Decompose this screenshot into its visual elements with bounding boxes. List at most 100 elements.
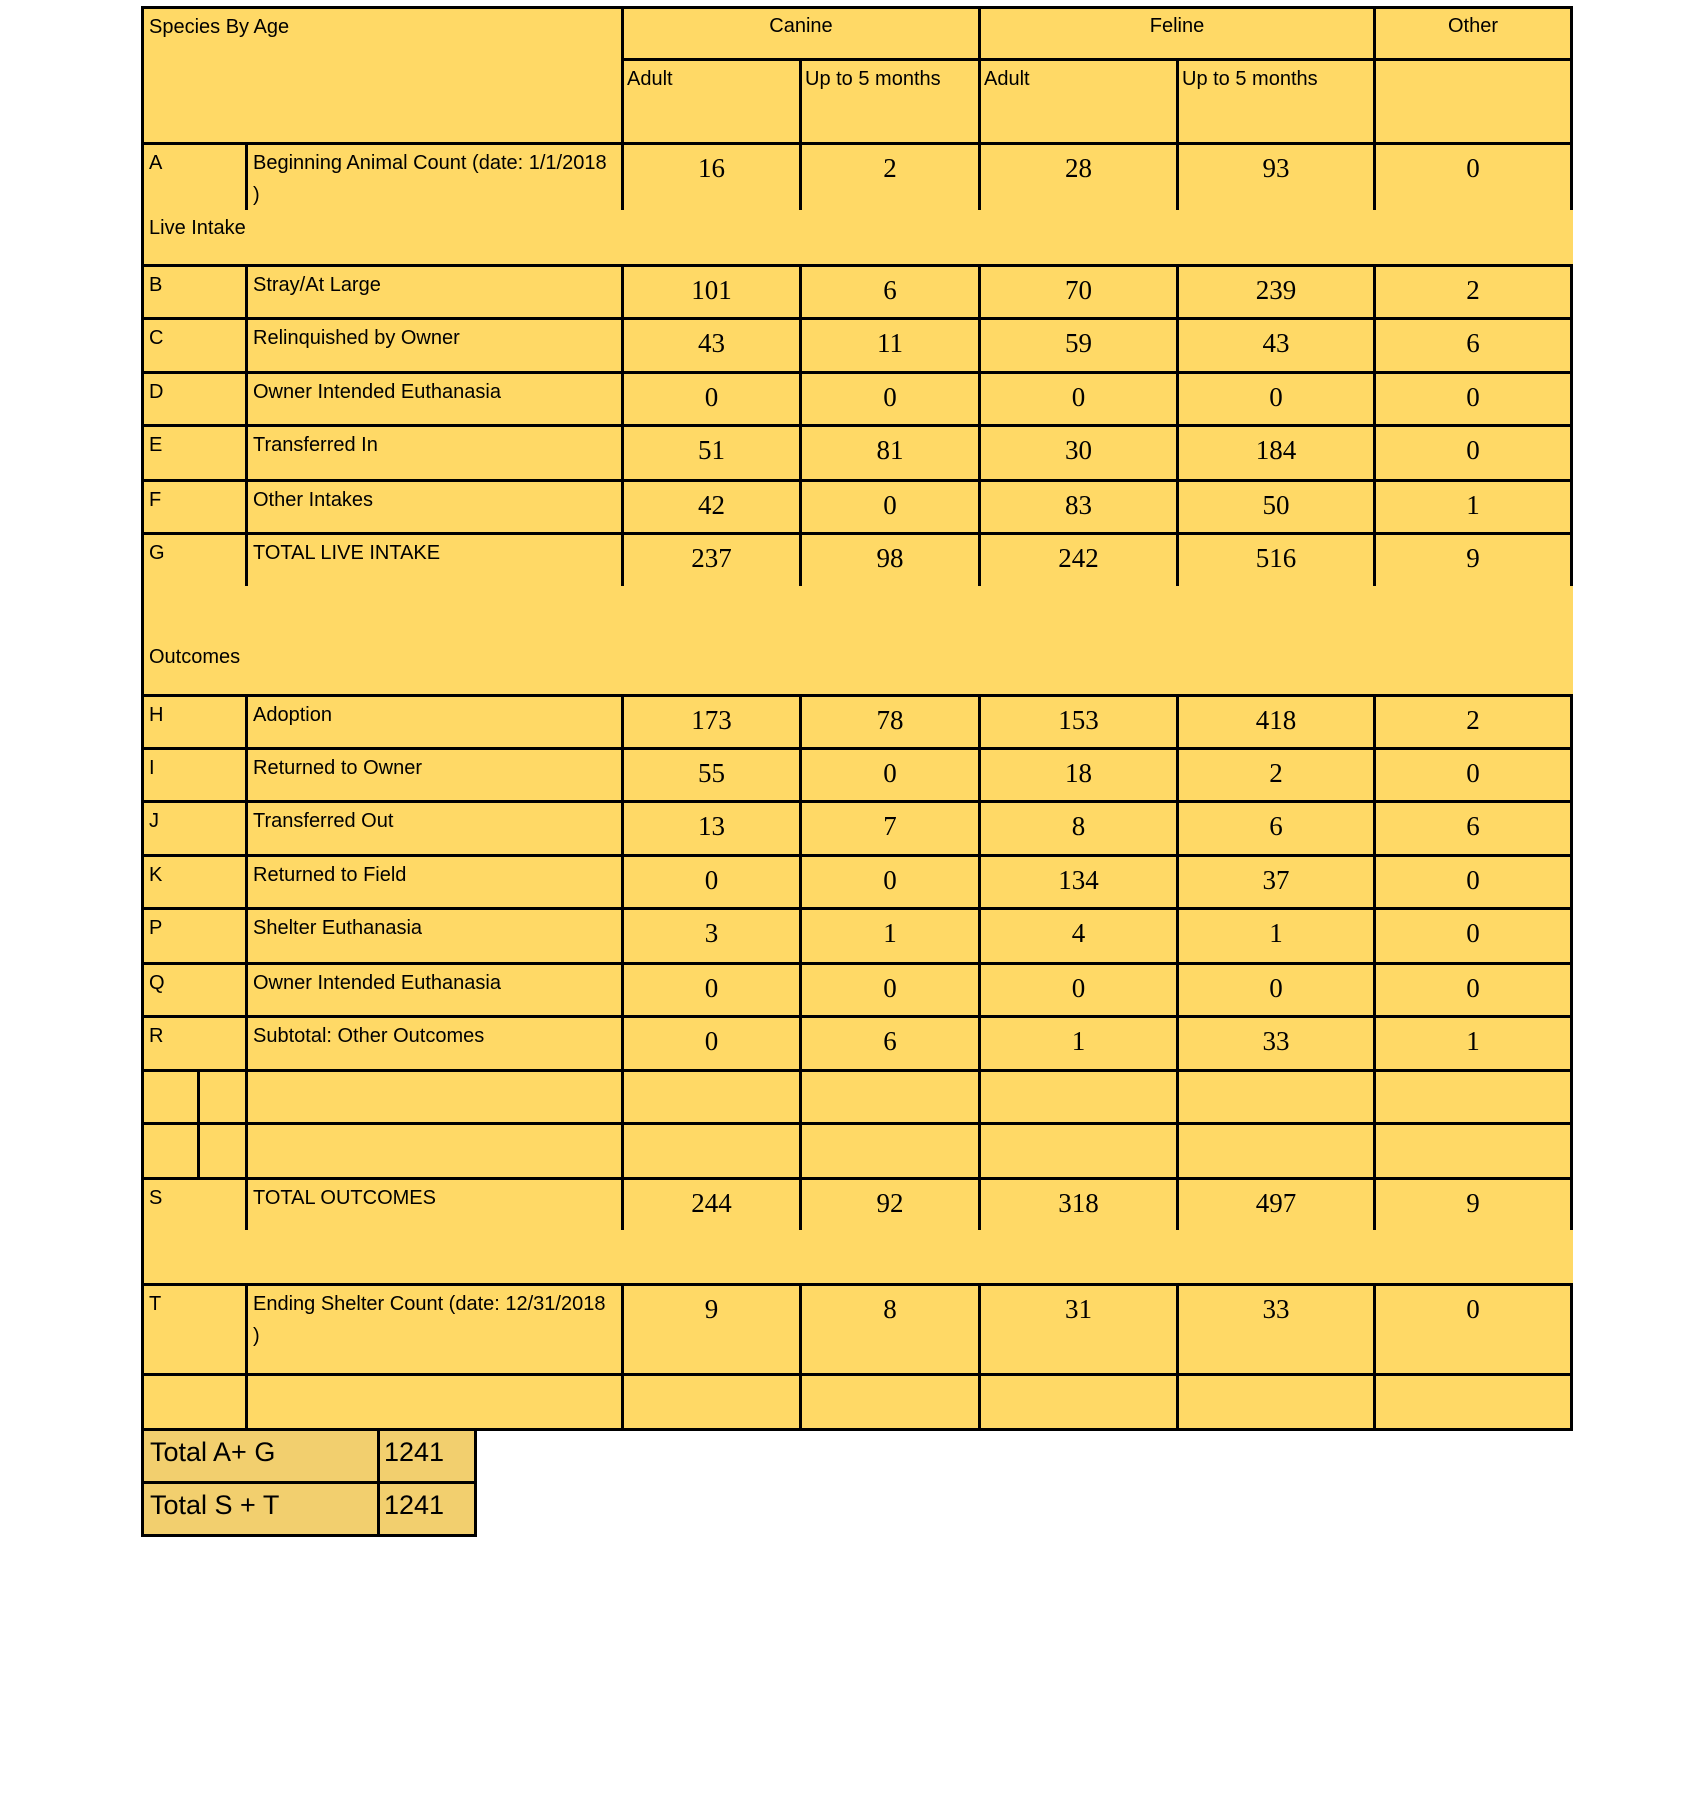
row-code-cell	[141, 1373, 248, 1431]
section-label: Live Intake	[149, 217, 246, 239]
row-code-cell: E	[141, 424, 248, 482]
value: 239	[1255, 275, 1297, 305]
value-cell: 30	[978, 424, 1179, 482]
value: 59	[1065, 328, 1092, 358]
value-cell	[1176, 1373, 1376, 1431]
value-cell	[799, 1069, 981, 1125]
value-cell: 0	[1373, 962, 1573, 1018]
value-cell: 1	[1176, 907, 1376, 965]
value-cell	[799, 1122, 981, 1180]
value: 8	[883, 1294, 897, 1324]
row-label-cell: TOTAL LIVE INTAKE	[245, 532, 624, 589]
section-row	[141, 1230, 1573, 1286]
age-label: Adult	[984, 68, 1030, 90]
value: 7	[883, 811, 897, 841]
row-code-cell: Q	[141, 962, 248, 1018]
value: 0	[1071, 382, 1086, 412]
value: 0	[1269, 973, 1283, 1003]
value-cell: 9	[1373, 1177, 1573, 1233]
value-cell: 1	[978, 1015, 1179, 1072]
row-label-cell: Stray/At Large	[245, 264, 624, 320]
row-code: F	[149, 489, 162, 511]
value: 6	[883, 1026, 897, 1056]
value: 50	[1262, 490, 1290, 520]
value: 153	[1058, 705, 1099, 735]
value-cell: 153	[978, 694, 1179, 750]
value: 1	[1466, 1026, 1480, 1056]
row-label: Returned to Owner	[253, 757, 422, 779]
value-cell: 2	[1176, 747, 1376, 803]
value-cell: 0	[1373, 747, 1573, 803]
row-code: D	[149, 381, 164, 403]
value-cell	[1176, 1069, 1376, 1125]
section-row	[141, 586, 1573, 642]
value-cell: 497	[1176, 1177, 1376, 1233]
row-code-cell: R	[141, 1015, 248, 1072]
value: 0	[1466, 382, 1480, 412]
value: 184	[1255, 435, 1297, 465]
value: 6	[1466, 328, 1480, 358]
row-label-cell: Returned to Field	[245, 854, 624, 910]
value: 0	[1071, 973, 1086, 1003]
value-cell: 0	[1373, 142, 1573, 213]
value-cell: 0	[799, 747, 981, 803]
value-cell	[1373, 1122, 1573, 1180]
value-cell: 6	[799, 264, 981, 320]
value-cell: 0	[1373, 907, 1573, 965]
species-header-1: Feline	[978, 6, 1376, 61]
value-cell: 0	[1373, 371, 1573, 427]
value-cell: 43	[621, 317, 802, 374]
value: 30	[1065, 435, 1092, 465]
value-cell: 0	[621, 854, 802, 910]
value: 0	[1466, 758, 1480, 788]
value-cell: 6	[1176, 800, 1376, 857]
value: 92	[876, 1188, 904, 1218]
value-cell: 2	[1373, 694, 1573, 750]
value-cell: 93	[1176, 142, 1376, 213]
cell-divider	[197, 1122, 200, 1180]
species-label: Feline	[1149, 15, 1205, 37]
row-label-cell: Returned to Owner	[245, 747, 624, 803]
value: 18	[1065, 758, 1092, 788]
row-label-cell: Other Intakes	[245, 479, 624, 535]
value: 0	[704, 1026, 719, 1056]
value: 81	[876, 435, 904, 465]
value: 242	[1058, 543, 1099, 573]
value-cell: 9	[621, 1283, 802, 1376]
total-value-cell: 1241	[377, 1428, 477, 1484]
value-cell: 0	[978, 371, 1179, 427]
row-code-cell: F	[141, 479, 248, 535]
value: 16	[698, 153, 725, 183]
value-cell	[799, 1373, 981, 1431]
value: 4	[1071, 918, 1086, 948]
row-code: H	[149, 704, 164, 726]
value: 83	[1065, 490, 1092, 520]
value-cell: 33	[1176, 1283, 1376, 1376]
value: 2	[883, 153, 897, 183]
value-cell: 0	[1373, 1283, 1573, 1376]
value: 418	[1255, 705, 1297, 735]
value-cell: 0	[1176, 371, 1376, 427]
row-label: Owner Intended Euthanasia	[253, 381, 501, 403]
row-code-cell: D	[141, 371, 248, 427]
row-code: E	[149, 434, 163, 456]
value-cell: 0	[621, 371, 802, 427]
value: 0	[704, 973, 719, 1003]
row-code-cell: I	[141, 747, 248, 803]
row-label: Returned to Field	[253, 864, 407, 886]
total-label-cell: Total S + T	[141, 1481, 380, 1537]
value: 8	[1071, 811, 1086, 841]
row-label-cell: Owner Intended Euthanasia	[245, 962, 624, 1018]
value: 1	[1466, 490, 1480, 520]
row-label: Ending Shelter Count (date: 12/31/2018 )	[253, 1293, 612, 1347]
row-code-cell	[141, 1069, 248, 1125]
value-cell: 0	[1373, 424, 1573, 482]
row-label-cell: Ending Shelter Count (date: 12/31/2018 )	[245, 1283, 624, 1376]
value-cell: 134	[978, 854, 1179, 910]
value-cell: 0	[621, 962, 802, 1018]
value-cell: 0	[978, 962, 1179, 1018]
row-code: K	[149, 864, 163, 886]
value-cell: 13	[621, 800, 802, 857]
value-cell: 31	[978, 1283, 1179, 1376]
value-cell: 1	[799, 907, 981, 965]
